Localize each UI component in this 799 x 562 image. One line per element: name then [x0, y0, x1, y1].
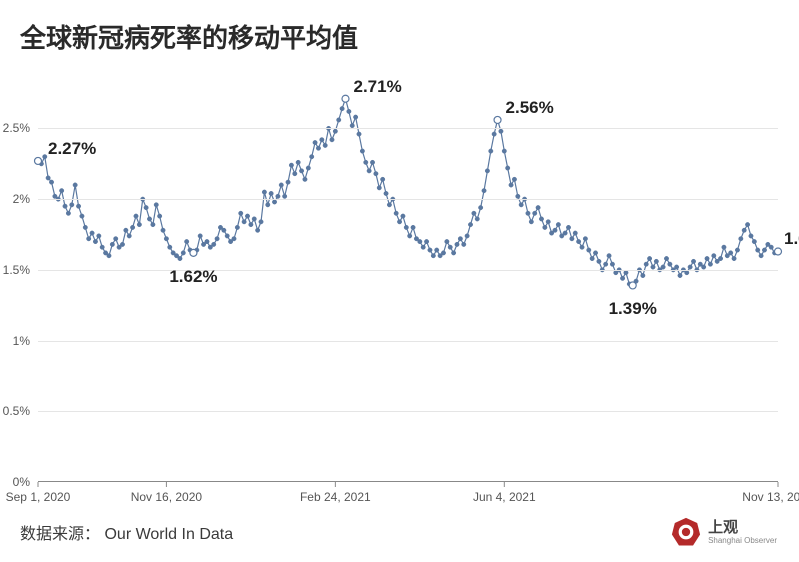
y-tick-label: 2.5%: [3, 121, 30, 135]
data-callout-label: 1.39%: [609, 299, 657, 319]
x-tick-label: Feb 24, 2021: [300, 490, 371, 504]
data-callout-label: 1.63%: [784, 229, 799, 249]
chart-page: { "title": { "text": "全球新冠病死率的移动平均值", "f…: [0, 0, 799, 562]
y-tick-label: 1%: [13, 334, 30, 348]
x-tick-label: Nov 13, 2021: [742, 490, 799, 504]
y-tick-label: 0%: [13, 475, 30, 489]
source-prefix: 数据来源：: [20, 526, 100, 543]
logo-text-en: Shanghai Observer: [708, 537, 777, 545]
y-tick-label: 2%: [13, 192, 30, 206]
y-gridline: [38, 199, 778, 200]
logo-text: 上观 Shanghai Observer: [708, 520, 777, 545]
y-gridline: [38, 411, 778, 412]
source-name: Our World In Data: [104, 526, 233, 543]
data-source: 数据来源： Our World In Data: [20, 520, 233, 544]
chart-line-svg: [38, 86, 778, 482]
chart-title: 全球新冠病死率的移动平均值: [20, 18, 358, 55]
y-tick-label: 1.5%: [3, 263, 30, 277]
x-tick-label: Jun 4, 2021: [473, 490, 536, 504]
y-gridline: [38, 128, 778, 129]
chart-title-text: 全球新冠病死率的移动平均值: [20, 23, 358, 53]
x-tick-label: Nov 16, 2020: [131, 490, 202, 504]
data-callout-label: 1.62%: [169, 267, 217, 287]
x-axis-baseline: [38, 481, 778, 482]
x-tick-label: Sep 1, 2020: [6, 490, 71, 504]
data-callout-label: 2.71%: [353, 77, 401, 97]
y-tick-label: 0.5%: [3, 404, 30, 418]
chart-plot-area: 0%0.5%1%1.5%2%2.5%Sep 1, 2020Nov 16, 202…: [38, 86, 778, 482]
logo-text-cn: 上观: [708, 520, 777, 535]
publisher-logo: 上观 Shanghai Observer: [670, 516, 777, 548]
logo-icon: [670, 516, 702, 548]
y-gridline: [38, 270, 778, 271]
data-callout-label: 2.27%: [48, 139, 96, 159]
data-callout-label: 2.56%: [506, 98, 554, 118]
y-gridline: [38, 341, 778, 342]
